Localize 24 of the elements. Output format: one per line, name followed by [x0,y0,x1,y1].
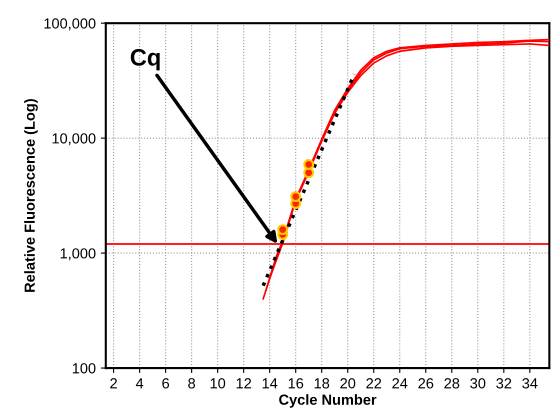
x-tick-label: 20 [340,378,356,388]
x-tick-label: 18 [314,378,330,388]
x-tick-label: 2 [110,378,117,388]
x-tick-label: 30 [470,378,486,388]
x-tick-label: 22 [366,378,382,388]
x-axis-title: Cycle Number [279,394,376,408]
x-tick-label: 12 [236,378,252,388]
annotation: Cq [130,48,160,70]
x-tick-label: 8 [188,378,196,388]
y-tick-label: 1,000 [60,248,96,260]
x-tick-label: 10 [210,378,226,388]
y-tick-label: 10,000 [52,133,96,146]
x-tick-label: 32 [496,378,512,388]
y-tick-label: 100,000 [44,18,96,30]
x-tick-label: 6 [162,378,170,388]
x-tick-label: 4 [136,378,144,388]
x-tick-label: 14 [262,378,278,388]
x-tick-label: 28 [444,378,460,388]
x-tick-label: 34 [522,378,538,388]
y-tick-label: 100 [72,363,96,374]
x-tick-label: 16 [288,378,304,388]
x-tick-label: 24 [392,378,408,388]
x-tick-label: 26 [418,378,434,388]
y-axis-title: Relative Fluorescence (Log) [24,99,38,292]
